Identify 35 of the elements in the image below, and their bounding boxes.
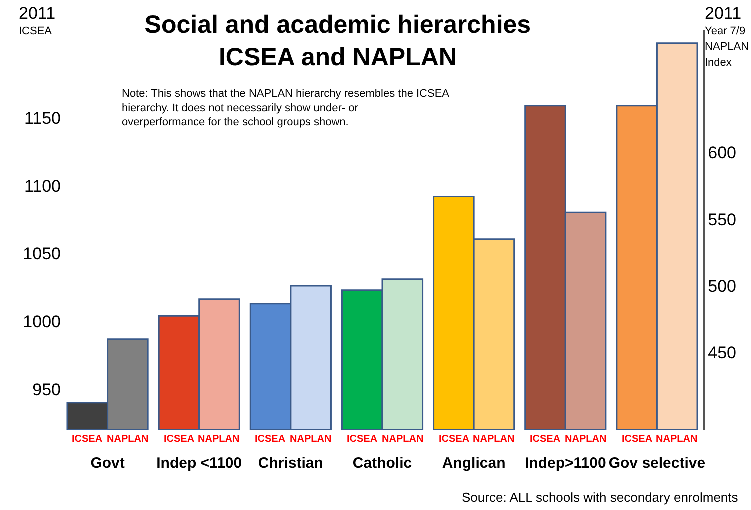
y2-tick-label: 600 (708, 144, 737, 163)
y-tick-label: 1050 (23, 244, 61, 264)
text: NAPLAN (473, 434, 515, 445)
text: NAPLAN (656, 434, 698, 445)
source-note: Source: ALL schools with secondary enrolments (462, 490, 739, 505)
series-label: NAPLAN (198, 434, 240, 445)
y-tick-label: 1000 (23, 312, 61, 332)
text: ICSEA (347, 434, 378, 445)
x-tick-label: Gov selective (608, 455, 706, 472)
y2-tick-label: 450 (708, 344, 737, 363)
x-tick-label: Anglican (442, 455, 506, 472)
text: ICSEA (530, 434, 561, 445)
text: NAPLAN (107, 434, 149, 445)
text: ICSEA (164, 434, 195, 445)
text: NAPLAN (565, 434, 607, 445)
x-tick-label: Christian (258, 455, 324, 472)
text: NAPLAN (382, 434, 424, 445)
text: ICSEA (622, 434, 653, 445)
y2-tick-label: 500 (708, 276, 737, 296)
x-tick-label: Govt (90, 455, 125, 472)
y2-axis-title: 2011 Year 7/9 NAPLAN Index (705, 4, 750, 69)
x-tick-label: Indep>1100 (524, 455, 606, 472)
y2-tick-label: 550 (708, 210, 737, 230)
text: ICSEA (255, 434, 286, 445)
chart-title: Social and academic hierarchies ICSEA and NAPLAN (144, 11, 532, 72)
x-tick-label: Indep <1100 (156, 455, 242, 472)
y-axis-title: 2011 ICSEA (19, 4, 56, 38)
y-tick-label: 1100 (24, 176, 61, 196)
text: ICSEA (439, 434, 470, 445)
y-tick-label: 950 (32, 380, 61, 400)
series-label: ICSEA (72, 434, 103, 445)
annotation: Note: This shows that the NAPLAN hierarchy resembles the ICSEA hierarchy. It does not necessarily show under- or overperformance for the school groups shown. (122, 88, 450, 129)
text: NAPLAN (290, 434, 332, 445)
y-tick-label: 1150 (24, 109, 61, 128)
x-tick-label: Catholic (352, 455, 412, 472)
